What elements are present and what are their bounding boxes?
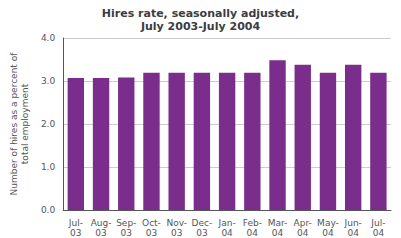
svg-text:0.0: 0.0 (41, 205, 56, 215)
svg-text:03: 03 (121, 228, 132, 238)
svg-text:03: 03 (146, 228, 157, 238)
svg-text:04: 04 (221, 228, 233, 238)
svg-text:Nov-: Nov- (166, 218, 187, 228)
svg-text:total employment: total employment (20, 83, 30, 164)
svg-text:May-: May- (317, 218, 339, 228)
svg-text:1.0: 1.0 (41, 162, 56, 172)
svg-text:Jun-: Jun- (344, 218, 362, 228)
svg-text:04: 04 (297, 228, 309, 238)
svg-text:04: 04 (373, 228, 385, 238)
svg-text:03: 03 (171, 228, 182, 238)
svg-text:Jul-: Jul- (370, 218, 385, 228)
svg-text:Mar-: Mar- (268, 218, 288, 228)
svg-text:4.0: 4.0 (41, 33, 56, 43)
svg-text:Number of hires as a percent o: Number of hires as a percent of (9, 52, 19, 196)
svg-text:04: 04 (247, 228, 259, 238)
svg-text:04: 04 (322, 228, 334, 238)
svg-text:03: 03 (196, 228, 207, 238)
svg-text:2.0: 2.0 (41, 119, 56, 129)
svg-text:Jan-: Jan- (218, 218, 236, 228)
svg-text:3.0: 3.0 (41, 76, 56, 86)
svg-text:Hires rate, seasonally adjuste: Hires rate, seasonally adjusted, (102, 7, 299, 20)
svg-text:Dec-: Dec- (192, 218, 213, 228)
svg-text:Feb-: Feb- (243, 218, 262, 228)
svg-text:Aug-: Aug- (91, 218, 112, 228)
svg-text:Oct-: Oct- (142, 218, 161, 228)
svg-text:03: 03 (70, 228, 81, 238)
svg-text:July 2003-July 2004: July 2003-July 2004 (140, 20, 261, 33)
svg-text:Apr-: Apr- (294, 218, 312, 228)
svg-text:Jul-: Jul- (68, 218, 83, 228)
svg-text:Sep-: Sep- (116, 218, 136, 228)
svg-text:04: 04 (347, 228, 359, 238)
svg-text:04: 04 (272, 228, 284, 238)
svg-text:03: 03 (95, 228, 106, 238)
